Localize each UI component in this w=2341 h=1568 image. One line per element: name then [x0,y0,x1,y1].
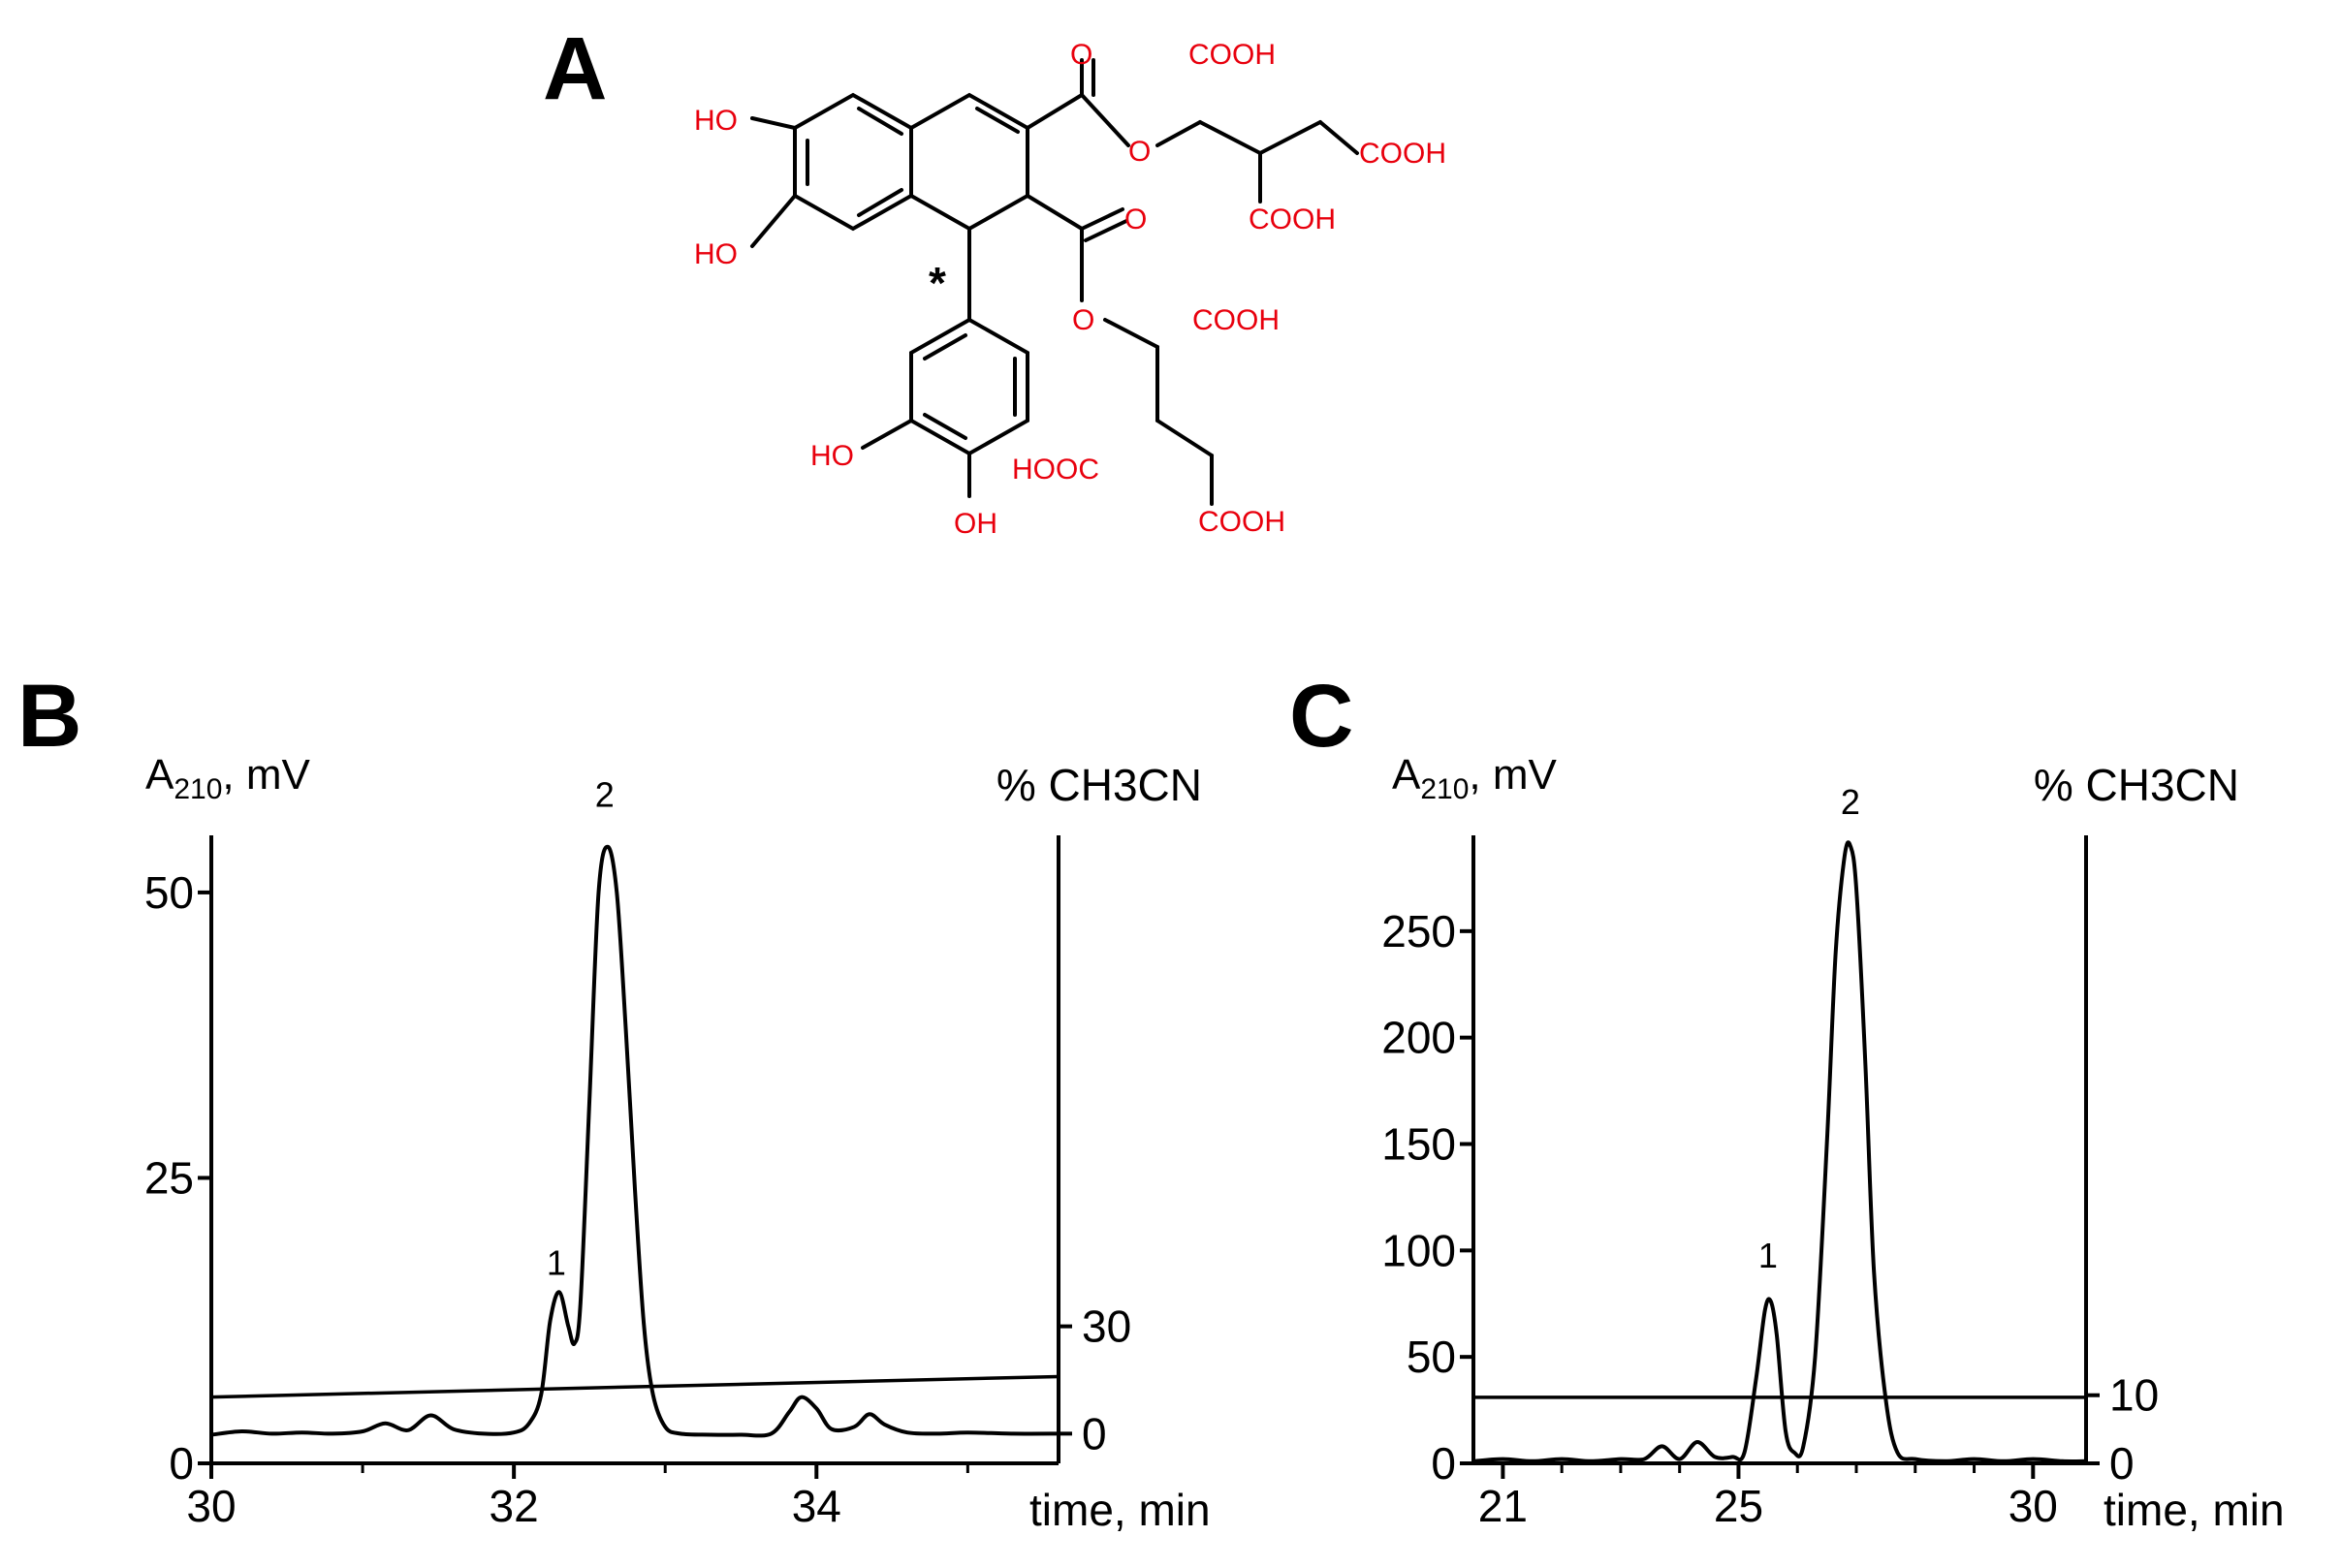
label-o-top-carbonyl: O [1070,39,1092,71]
ring-right-double [975,107,1020,134]
label-star: * [929,258,946,308]
x-tick-label: 30 [186,1481,236,1531]
panel-label-c: C [1289,667,1353,766]
panel-label-a: A [543,19,607,118]
ring-left-inner-3 [857,188,903,217]
right-tick-label: 30 [1082,1301,1131,1352]
ring-left-inner-2 [857,107,903,136]
x-tick-label: 34 [792,1481,841,1531]
x-tick-label: 21 [1478,1481,1528,1531]
x-axis-label: time, min [1029,1485,1211,1535]
label-ho3: HO [810,440,854,472]
bond-top-o [1080,93,1130,147]
bond-top-c [1026,93,1084,130]
bond-mid-co2 [1084,219,1128,242]
label-oh4: OH [954,508,997,540]
label-o-mid-carbonyl: O [1124,204,1147,235]
right-axis-label-c: % CH3CN [2034,760,2239,810]
panel-label-b: B [17,667,81,766]
y-tick-label: 50 [144,867,194,918]
structure-bonds [750,58,1359,506]
label-cooh1: COOH [1188,39,1276,71]
chromatogram-line [1472,840,2087,1463]
right-tick-label: 0 [1082,1408,1107,1458]
y-tick-label: 0 [1431,1438,1456,1489]
x-tick-label: 25 [1714,1481,1763,1531]
peak-label: 2 [595,775,615,815]
label-o-top-ester: O [1128,136,1151,168]
label-o-mid-ester: O [1072,304,1094,336]
label-ho1: HO [694,105,738,137]
bond-top-chain3 [1318,120,1359,155]
x-axis-label: time, min [2104,1485,2285,1535]
y-tick-label: 50 [1407,1332,1456,1382]
x-tick-label: 32 [490,1481,539,1531]
right-axis-label-b: % CH3CN [997,760,1202,810]
y-tick-label: 200 [1381,1013,1456,1063]
ring-lower-inner-3 [923,413,967,440]
bond-mid-o2 [1103,318,1159,349]
x-tick-label: 30 [2009,1481,2058,1531]
y-tick-label: 0 [169,1438,194,1489]
ring-lower-bond [909,318,1029,456]
peak-label: 1 [547,1243,566,1283]
ring-right-bond [909,92,1029,232]
gradient-line [210,1374,1060,1399]
structure-panel: A [543,19,1446,540]
bond-mid-c [1026,194,1084,231]
bond-top-chain2 [1258,120,1322,155]
left-axis-label-b: A210, mV [145,751,311,805]
y-tick-label: 250 [1381,906,1456,956]
peak-label: 1 [1758,1236,1778,1275]
label-hooc5: HOOC [1012,454,1099,486]
y-tick-label: 25 [144,1152,194,1203]
y-tick-label: 150 [1381,1119,1456,1170]
bond-top-o2 [1155,120,1202,147]
ring-lower-inner-2 [923,333,967,361]
label-cooh6: COOH [1198,506,1285,538]
bond-top-chain1 [1198,120,1262,155]
y-tick-label: 100 [1381,1225,1456,1275]
peak-label: 2 [1841,782,1860,822]
label-cooh4: COOH [1192,304,1280,336]
structure-labels: HO HO O O COOH COOH COOH O O COOH HOOC C… [694,39,1446,540]
bond-mid-chain2 [1155,419,1214,457]
label-ho2: HO [694,238,738,270]
right-tick-label: 0 [2109,1438,2135,1489]
ring-left-bond [793,92,913,232]
bond-ho3 [861,419,913,450]
chart-panel-b: B A210, mV % CH3CN 0 25 50 30 32 34 time, min 0… [17,667,1211,1535]
label-cooh3: COOH [1249,204,1336,235]
bond-mid-co1 [1080,207,1124,231]
bond-ho2 [750,194,797,248]
chromatogram-line [210,844,1060,1438]
label-cooh2: COOH [1359,138,1446,170]
right-tick-label: 10 [2109,1370,2159,1421]
bond-ho1 [750,116,797,130]
left-axis-label-c: A210, mV [1392,751,1558,805]
